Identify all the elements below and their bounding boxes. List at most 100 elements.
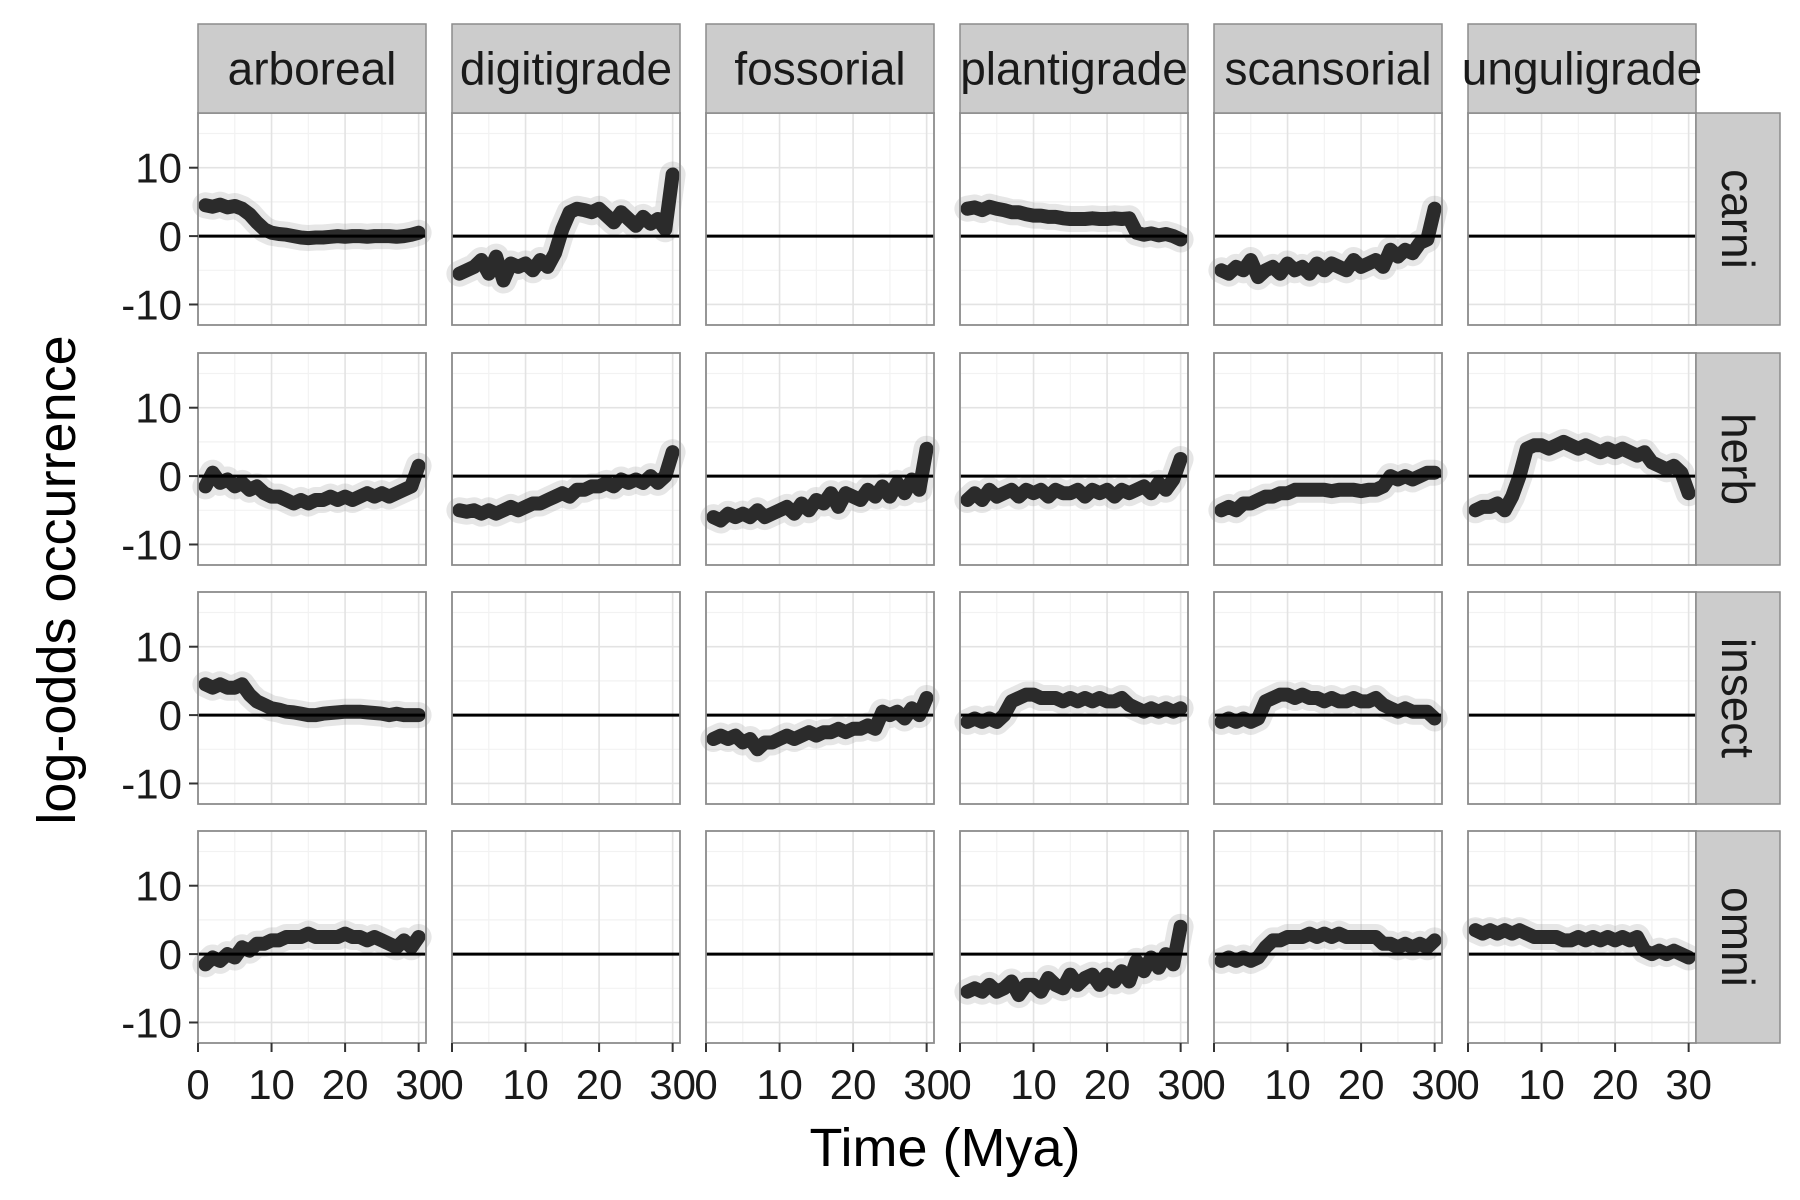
- x-tick-label: 10: [756, 1061, 803, 1108]
- row-strip-label: omni: [1712, 887, 1764, 987]
- panel-border: [1213, 591, 1443, 805]
- x-tick-label: 20: [322, 1061, 369, 1108]
- panel-background: [452, 831, 680, 1043]
- strip-label: fossorial: [734, 43, 905, 95]
- y-tick-label: 10: [135, 385, 182, 432]
- panel-background: [1468, 113, 1696, 325]
- panel-insect-arboreal: [192, 591, 432, 805]
- panel-carni-fossorial: [705, 112, 935, 326]
- panel-border: [705, 830, 935, 1044]
- panel-border: [1213, 830, 1443, 1044]
- panel-insect-unguligrade: [1467, 591, 1697, 805]
- y-tick-label: 10: [135, 863, 182, 910]
- x-tick-label: 10: [1264, 1061, 1311, 1108]
- panel-background: [706, 113, 934, 325]
- series-line: [452, 167, 680, 288]
- series-line: [960, 199, 1188, 247]
- y-tick-label: 0: [159, 692, 182, 739]
- panel-background: [706, 353, 934, 565]
- strip-label: arboreal: [228, 43, 397, 95]
- series-line: [1214, 201, 1442, 285]
- panel-omni-digitigrade: [451, 830, 681, 1044]
- x-axis-unguligrade: 0 10 20 30: [1456, 1043, 1712, 1108]
- series-line: [1214, 465, 1442, 518]
- x-tick-label: 10: [1010, 1061, 1057, 1108]
- panel-border: [1213, 352, 1443, 566]
- x-tick-label: 30: [1411, 1061, 1458, 1108]
- panel-border: [451, 830, 681, 1044]
- panel-herb-arboreal: [192, 352, 432, 566]
- y-tick-label: -10: [121, 999, 182, 1046]
- strips-layer: arboreal digitigrade fossorial plantigrade s…: [197, 23, 1781, 1044]
- panel-background: [706, 831, 934, 1043]
- row-strip-background: [1695, 830, 1781, 1044]
- y-tick-label: 0: [159, 453, 182, 500]
- panel-insect-plantigrade: [954, 591, 1194, 805]
- panel-border: [959, 352, 1189, 566]
- x-tick-label: 10: [1518, 1061, 1565, 1108]
- strip-background: [1213, 23, 1443, 114]
- row-strip-background: [1695, 112, 1781, 326]
- panel-insect-digitigrade: [451, 591, 681, 805]
- x-tick-label: 0: [1202, 1061, 1225, 1108]
- x-axis-fossorial: 0 10 20 30: [694, 1043, 950, 1108]
- series-line: [960, 452, 1188, 507]
- y-tick-label: 10: [135, 145, 182, 192]
- panel-background: [198, 592, 426, 804]
- panel-omni-arboreal: [192, 830, 432, 1044]
- panel-herb-fossorial: [700, 352, 940, 566]
- y-axis-title: log-odds occurrence: [27, 335, 87, 824]
- y-tick-label: -10: [121, 521, 182, 568]
- panels-layer: [192, 112, 1702, 1044]
- x-tick-label: 0: [186, 1061, 209, 1108]
- series-line: [198, 926, 426, 972]
- panel-background: [1468, 592, 1696, 804]
- panel-border: [451, 352, 681, 566]
- strip-plantigrade: plantigrade: [959, 23, 1189, 114]
- x-tick-label: 30: [1665, 1061, 1712, 1108]
- x-axis-scansorial: 0 10 20 30: [1202, 1043, 1458, 1108]
- panel-background: [1214, 353, 1442, 565]
- panel-carni-arboreal: [192, 112, 432, 326]
- y-tick-label: 10: [135, 624, 182, 671]
- x-tick-label: 30: [649, 1061, 696, 1108]
- panel-background: [960, 831, 1188, 1043]
- panel-omni-plantigrade: [954, 830, 1194, 1044]
- x-tick-label: 30: [395, 1061, 442, 1108]
- panel-herb-digitigrade: [446, 352, 686, 566]
- row-strip-herb: herb: [1695, 352, 1781, 566]
- strip-background: [959, 23, 1189, 114]
- x-tick-label: 0: [440, 1061, 463, 1108]
- panel-herb-scansorial: [1208, 352, 1448, 566]
- x-axis-title: Time (Mya): [810, 1118, 1081, 1178]
- strip-unguligrade: unguligrade: [1462, 23, 1702, 114]
- panel-border: [197, 830, 427, 1044]
- strip-fossorial: fossorial: [705, 23, 935, 114]
- x-tick-label: 10: [502, 1061, 549, 1108]
- x-tick-label: 20: [1084, 1061, 1131, 1108]
- panel-background: [452, 592, 680, 804]
- panel-insect-scansorial: [1208, 591, 1448, 805]
- y-axis-herb: 10 0 -10: [121, 385, 198, 568]
- panel-background: [960, 353, 1188, 565]
- series-line: [1214, 926, 1442, 968]
- panel-herb-unguligrade: [1462, 352, 1702, 566]
- panel-carni-digitigrade: [446, 112, 686, 326]
- x-tick-label: 20: [576, 1061, 623, 1108]
- y-axis-insect: 10 0 -10: [121, 624, 198, 807]
- x-axis-plantigrade: 0 10 20 30: [948, 1043, 1204, 1108]
- panel-carni-plantigrade: [954, 112, 1194, 326]
- panel-insect-fossorial: [700, 591, 940, 805]
- x-tick-label: 10: [248, 1061, 295, 1108]
- panel-border: [451, 591, 681, 805]
- panel-omni-fossorial: [705, 830, 935, 1044]
- series-line: [452, 445, 680, 521]
- row-strip-background: [1695, 591, 1781, 805]
- panel-omni-unguligrade: [1462, 830, 1702, 1044]
- panel-background: [706, 592, 934, 804]
- y-tick-label: 0: [159, 213, 182, 260]
- panel-border: [959, 591, 1189, 805]
- panel-border: [705, 352, 935, 566]
- x-tick-label: 0: [694, 1061, 717, 1108]
